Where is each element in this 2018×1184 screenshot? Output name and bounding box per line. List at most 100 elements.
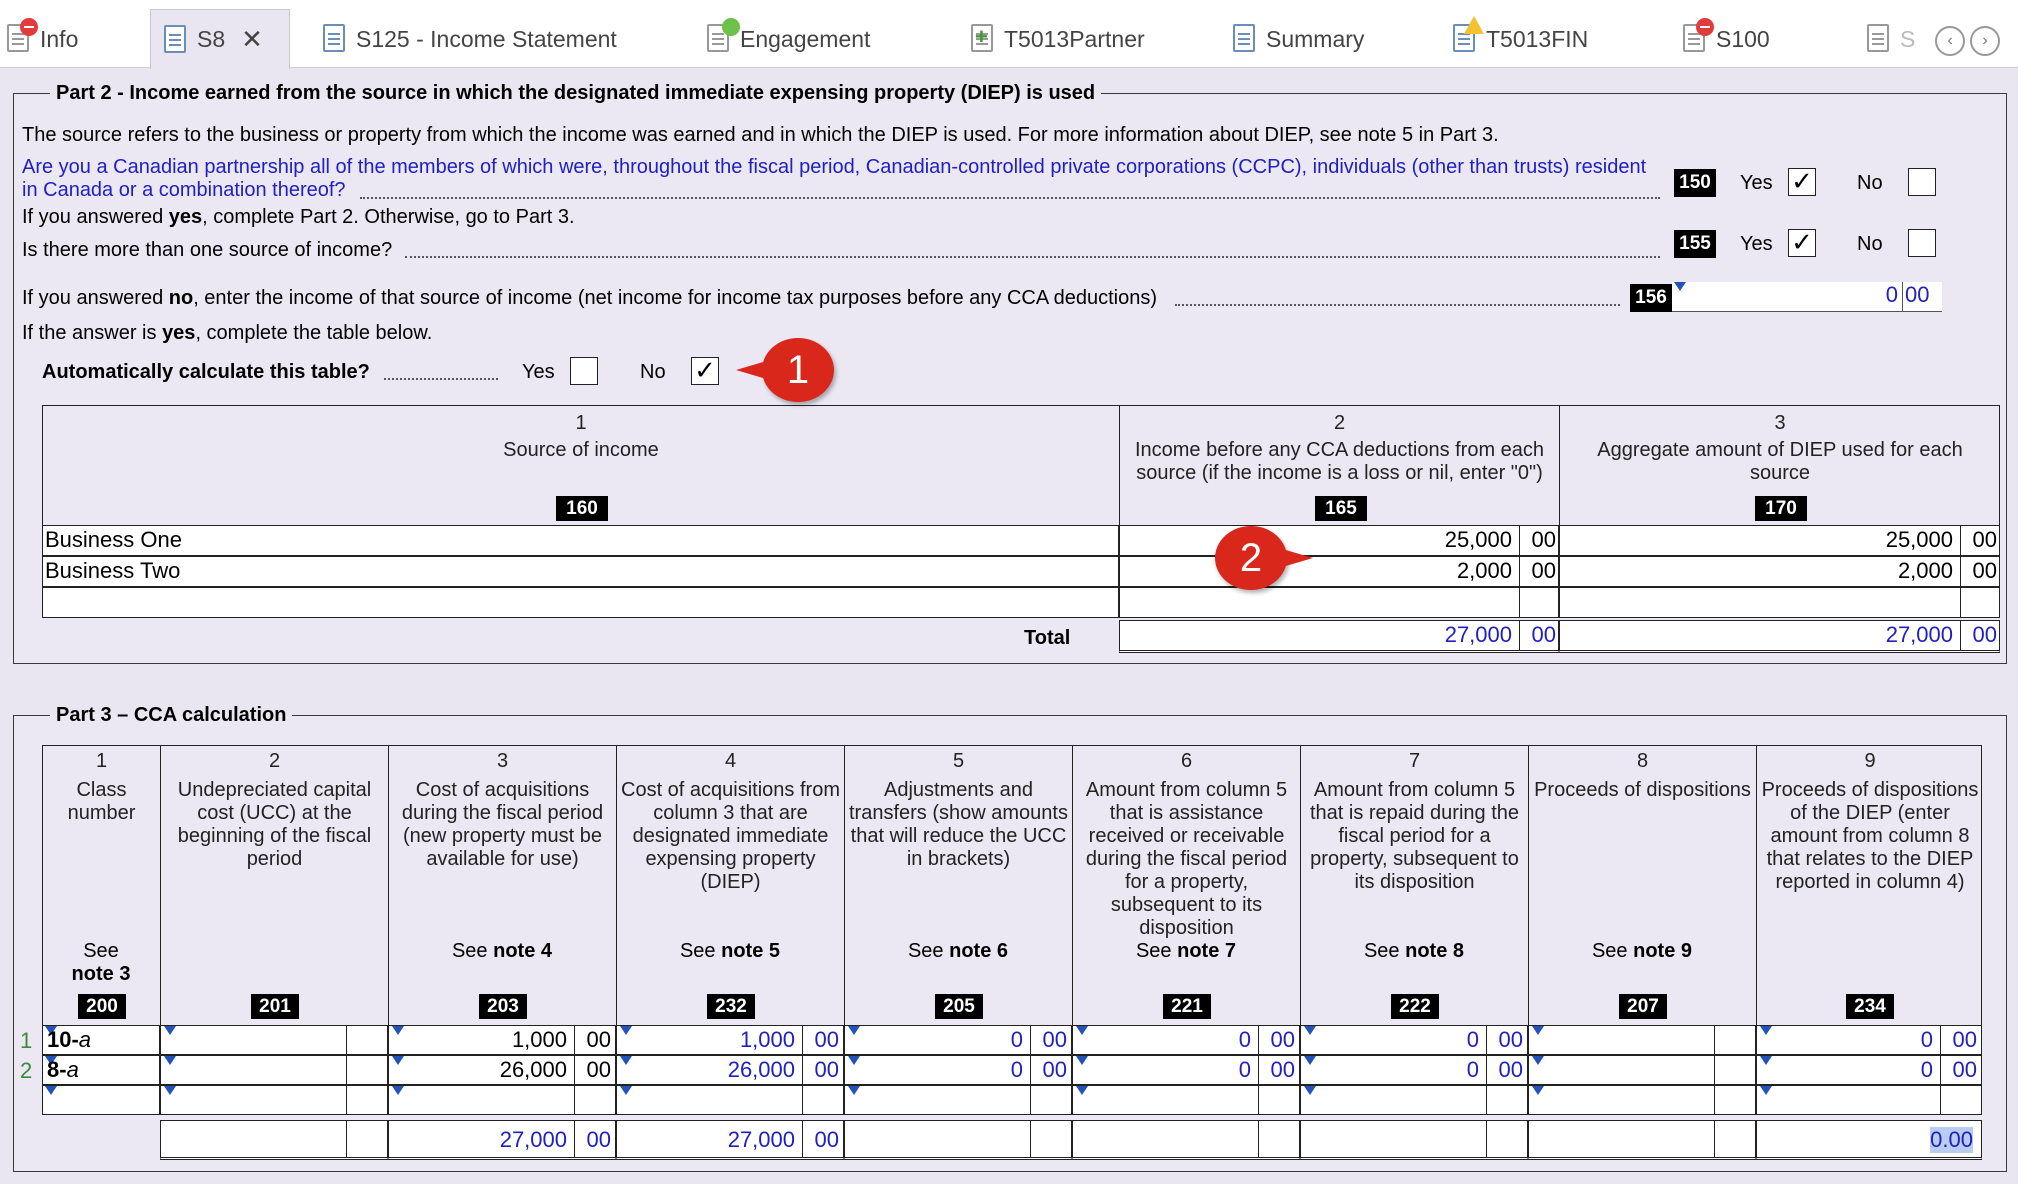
cca-cell-col-6[interactable]: 0 00: [1072, 1055, 1300, 1085]
q155-yes-checkbox[interactable]: ✓: [1788, 229, 1816, 257]
cca-cell-col-1[interactable]: [42, 1085, 160, 1115]
q150-line1: Are you a Canadian partnership all of th…: [22, 156, 1647, 178]
cca-see-note: See note 7: [1135, 940, 1237, 962]
tab-engagement[interactable]: Engagement: [704, 14, 870, 64]
total-income-cell: 27,000 00: [1119, 620, 1559, 653]
tab-s100[interactable]: S100: [1680, 14, 1770, 64]
tab-label: S8: [197, 26, 226, 52]
cca-cell-col-7[interactable]: 0 00: [1300, 1055, 1528, 1085]
income-cell[interactable]: 25,000 00: [1119, 525, 1559, 556]
line-code-207: 207: [1619, 994, 1667, 1019]
cca-total-dollars: 27,000: [499, 1127, 567, 1152]
tab-summary[interactable]: Summary: [1230, 14, 1364, 64]
cca-cell-col-3[interactable]: [388, 1085, 616, 1115]
cca-cell-col-9[interactable]: [1756, 1085, 1982, 1115]
diep-cell-empty[interactable]: [1559, 587, 2000, 618]
dropdown-marker-icon: [1076, 1026, 1088, 1035]
cca-cell-col-2[interactable]: [160, 1055, 388, 1085]
cca-total-col-6: [1072, 1120, 1300, 1160]
q150-no-checkbox[interactable]: [1908, 168, 1936, 196]
income-dollars: 2,000: [1456, 558, 1512, 583]
tab-label: Engagement: [740, 25, 871, 52]
cca-cell-col-1[interactable]: 8-a: [42, 1055, 160, 1085]
cca-cell-col-9[interactable]: 0 00: [1756, 1025, 1982, 1055]
dropdown-marker-icon: [392, 1056, 404, 1065]
cca-cents: 00: [814, 1057, 839, 1082]
tab-s8[interactable]: S8 ✕: [150, 9, 290, 69]
dropdown-marker-icon: [1760, 1086, 1772, 1095]
source-cell[interactable]: Business Two: [42, 556, 1119, 587]
cca-cell-col-7[interactable]: 0 00: [1300, 1025, 1528, 1055]
tab-t5013fin[interactable]: T5013FIN: [1450, 14, 1588, 64]
cca-cell-col-5[interactable]: [844, 1085, 1072, 1115]
cca-cell-col-9[interactable]: 0 00: [1756, 1055, 1982, 1085]
answer-yes-instruction: If the answer is yes, complete the table…: [22, 322, 433, 344]
q156-amount-field[interactable]: 0 00: [1672, 282, 1942, 312]
cca-cell-col-1[interactable]: 10-a: [42, 1025, 160, 1055]
tab-overflow[interactable]: S: [1864, 14, 1915, 64]
cca-header-col-9: 9 Proceeds of dispositions of the DIEP (e…: [1761, 750, 1979, 893]
source-cell[interactable]: Business One: [42, 525, 1119, 556]
cca-header-col-7: 7 Amount from column 5 that is repaid dur…: [1301, 746, 1529, 1026]
dropdown-marker-icon: [1304, 1086, 1316, 1095]
q150-yes-checkbox[interactable]: ✓: [1788, 168, 1816, 196]
cca-cell-col-8[interactable]: [1528, 1025, 1756, 1055]
cca-cell-col-7[interactable]: [1300, 1085, 1528, 1115]
income-cell-empty[interactable]: [1119, 587, 1559, 618]
cca-cents: 00: [1498, 1027, 1523, 1052]
auto-calc-yes-checkbox[interactable]: [570, 357, 598, 385]
income-dollars: 25,000: [1444, 527, 1512, 552]
tab-s125[interactable]: S125 - Income Statement: [320, 14, 617, 64]
dropdown-marker-icon: [1760, 1026, 1772, 1035]
q155-no-checkbox[interactable]: [1908, 229, 1936, 257]
cca-cell-col-5[interactable]: 0 00: [844, 1055, 1072, 1085]
cca-cell-col-3[interactable]: 1,000 00: [388, 1025, 616, 1055]
auto-calc-no-checkbox[interactable]: ✓: [691, 357, 719, 385]
cca-cell-col-5[interactable]: 0 00: [844, 1025, 1072, 1055]
tab-t5013partner[interactable]: + T5013Partner: [968, 14, 1145, 64]
cca-cell-col-2[interactable]: [160, 1085, 388, 1115]
cca-cell-col-8[interactable]: [1528, 1055, 1756, 1085]
income-cell[interactable]: 2,000 00: [1119, 556, 1559, 587]
cca-cell-col-8[interactable]: [1528, 1085, 1756, 1115]
dropdown-marker-icon: [620, 1056, 632, 1065]
cca-cell-col-6[interactable]: [1072, 1085, 1300, 1115]
dropdown-marker-icon: [164, 1026, 176, 1035]
total-income-dollars: 27,000: [1444, 622, 1512, 647]
source-cell-empty[interactable]: [42, 587, 1119, 618]
cca-cell-col-6[interactable]: 0 00: [1072, 1025, 1300, 1055]
diep-dollars: 2,000: [1897, 558, 1953, 583]
cca-cents: 00: [814, 1027, 839, 1052]
dropdown-marker-icon: [848, 1056, 860, 1065]
cca-total-col-5: [844, 1120, 1072, 1160]
cca-cell-col-4[interactable]: 1,000 00: [616, 1025, 844, 1055]
tab-label: S: [1900, 25, 1916, 52]
cca-total-col-2: [160, 1120, 388, 1160]
cca-cents: 00: [1270, 1057, 1295, 1082]
cca-cell-col-4[interactable]: [616, 1085, 844, 1115]
cca-dollars: 0: [1010, 1027, 1023, 1052]
q155-label: Is there more than one source of income?: [22, 239, 393, 261]
line-code-160: 160: [556, 496, 608, 521]
diep-cell[interactable]: 2,000 00: [1559, 556, 2000, 587]
cca-header-col-3: 3 Cost of acquisitions during the fiscal …: [389, 746, 617, 1026]
line-code-234: 234: [1846, 994, 1894, 1019]
cca-see-note: See note 9: [1591, 940, 1693, 962]
scroll-right-icon[interactable]: ›: [1970, 26, 2000, 56]
cca-cell-col-3[interactable]: 26,000 00: [388, 1055, 616, 1085]
income-cents: 00: [1531, 558, 1556, 583]
dropdown-marker-icon: [1304, 1056, 1316, 1065]
diep-cell[interactable]: 25,000 00: [1559, 525, 2000, 556]
document-icon: [320, 22, 348, 56]
tab-label: Summary: [1266, 25, 1365, 52]
tab-info[interactable]: Info: [4, 14, 78, 64]
cca-cell-col-4[interactable]: 26,000 00: [616, 1055, 844, 1085]
close-tab-icon[interactable]: ✕: [241, 24, 263, 54]
leader-dots: [384, 378, 498, 380]
scroll-left-icon[interactable]: ‹: [1935, 26, 1965, 56]
part3-legend: Part 3 – CCA calculation: [56, 704, 287, 726]
diep-cents: 00: [1972, 558, 1997, 583]
yes-label: Yes: [1740, 233, 1773, 255]
cca-cell-col-2[interactable]: [160, 1025, 388, 1055]
diep-cents: 00: [1972, 527, 1997, 552]
